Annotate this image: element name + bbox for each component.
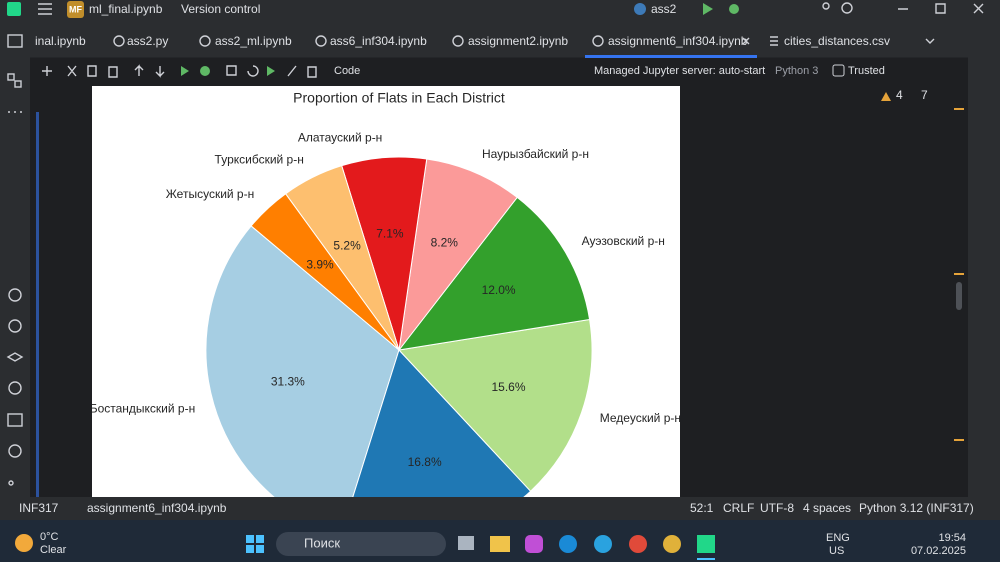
run-all[interactable] <box>267 66 275 76</box>
search-placeholder[interactable]: Поиск <box>304 535 340 550</box>
input-region[interactable]: US <box>829 545 844 557</box>
tab[interactable]: cities_distances.csv <box>784 34 890 48</box>
temperature[interactable]: 0°C <box>40 531 59 543</box>
app-icon[interactable] <box>7 2 21 16</box>
pie-slice <box>352 349 532 497</box>
pie-slice <box>397 318 593 492</box>
slice-percent: 8.2% <box>431 236 459 250</box>
title-bar <box>0 0 1000 25</box>
notebook-toolbar[interactable] <box>42 64 317 78</box>
status-indent[interactable]: 4 spaces <box>803 501 851 515</box>
slice-percent: 7.1% <box>376 227 404 241</box>
run-config[interactable]: ass2 <box>651 2 677 16</box>
weather-icon[interactable] <box>15 534 33 552</box>
status-line-separator[interactable]: CRLF <box>723 501 754 515</box>
vcs-menu[interactable]: Version control <box>181 2 260 16</box>
run-button[interactable] <box>703 3 713 15</box>
right-strip <box>968 25 1000 497</box>
status-encoding[interactable]: UTF-8 <box>760 501 794 515</box>
server-select[interactable]: Managed Jupyter server: auto-start <box>594 65 765 77</box>
tab-active[interactable]: assignment6_inf304.ipynb <box>608 34 748 48</box>
slice-percent: 31.3% <box>271 375 305 389</box>
run-cell[interactable] <box>181 66 189 76</box>
debug-button[interactable] <box>729 4 739 14</box>
status-position[interactable]: 52:1 <box>690 501 714 515</box>
slice-percent: 12.0% <box>482 283 516 297</box>
pie-slice <box>250 193 400 351</box>
slice-label: Ауэзовский р-н <box>582 234 665 248</box>
debug-cell[interactable] <box>200 66 210 76</box>
chart-title: Proportion of Flats in Each District <box>293 90 505 106</box>
project-badge-text: MF <box>69 4 82 14</box>
slice-label: Алатауский р-н <box>298 131 382 145</box>
window-controls[interactable] <box>822 2 984 14</box>
kernel[interactable]: Python 3 <box>775 65 818 77</box>
tab[interactable]: ass2_ml.ipynb <box>215 34 292 48</box>
slice-label: Бостандыкский р-н <box>90 402 196 416</box>
pie-slice <box>205 225 400 497</box>
slice-label: Медеуский р-н <box>600 411 681 425</box>
project-name[interactable]: ml_final.ipynb <box>89 2 163 16</box>
python-icon <box>634 3 646 15</box>
status-bar <box>0 497 1000 520</box>
cell-marker <box>36 112 39 497</box>
pie-slice <box>397 196 591 351</box>
weather[interactable]: Clear <box>40 544 67 556</box>
menu-icon[interactable] <box>38 3 52 15</box>
tab[interactable]: assignment2.ipynb <box>468 34 568 48</box>
active-tab-indicator <box>585 55 757 58</box>
slice-label: Наурызбайский р-н <box>482 147 589 161</box>
status-interpreter[interactable]: Python 3.12 (INF317) <box>859 501 974 515</box>
clock-time[interactable]: 19:54 <box>938 532 966 544</box>
slice-percent: 3.9% <box>306 257 334 271</box>
warning-count[interactable]: 4 <box>896 88 903 102</box>
clock-date[interactable]: 07.02.2025 <box>911 545 966 557</box>
scroll-markers <box>954 108 964 441</box>
slice-percent: 5.2% <box>333 239 361 253</box>
tool-strip <box>0 25 30 497</box>
search-box[interactable] <box>276 532 446 556</box>
tab[interactable]: ass2.py <box>127 34 168 48</box>
trusted-checkbox[interactable] <box>832 64 845 77</box>
tab-icons <box>113 35 935 47</box>
slice-label: Турксибский р-н <box>215 152 304 166</box>
pie-slice <box>398 158 518 352</box>
cell-type[interactable]: Code <box>334 65 360 77</box>
status-project[interactable]: INF317 <box>19 501 59 515</box>
tab[interactable]: ass6_inf304.ipynb <box>330 34 427 48</box>
slice-percent: 16.8% <box>408 455 442 469</box>
slice-percent: 15.6% <box>492 380 526 394</box>
project-badge[interactable] <box>67 1 84 18</box>
tool-icons[interactable] <box>6 34 24 486</box>
tab-bar <box>30 25 1000 58</box>
input-language[interactable]: ENG <box>826 532 850 544</box>
slice-label: Жетысуский р-н <box>166 187 254 201</box>
tab[interactable]: inal.ipynb <box>35 34 86 48</box>
scrollbar[interactable] <box>956 282 962 310</box>
warning-icon <box>881 92 891 101</box>
check-count[interactable]: 7 <box>921 88 928 102</box>
start-button[interactable] <box>246 535 264 553</box>
taskbar-apps[interactable] <box>458 535 715 560</box>
trusted[interactable]: Trusted <box>848 65 885 77</box>
pie-chart: Proportion of Flats in Each District 31.… <box>90 90 681 497</box>
status-file[interactable]: assignment6_inf304.ipynb <box>87 501 227 515</box>
